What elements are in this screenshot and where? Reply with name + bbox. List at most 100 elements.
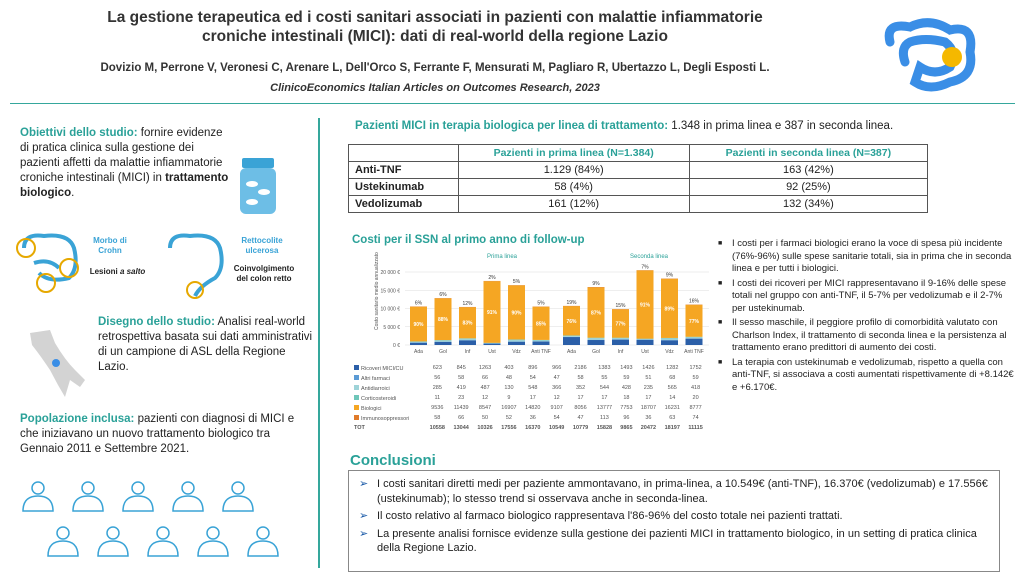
- list-item: I costi dei ricoveri per MICI rappresent…: [718, 278, 1018, 316]
- list-item: La presente analisi fornisce evidenze su…: [359, 527, 991, 556]
- bar-inner-label: 89%: [664, 306, 675, 312]
- x-tick-label: Ada: [414, 349, 423, 355]
- bar-segment: [483, 343, 501, 345]
- bar-segment: [661, 338, 678, 341]
- bar-segment: [483, 281, 501, 343]
- x-tick-label: Ada: [567, 349, 576, 355]
- y-tick-label: 0 €: [393, 343, 400, 349]
- bar-inner-label: 85%: [536, 321, 547, 327]
- bar-segment: [587, 337, 605, 340]
- bar-inner-label: 77%: [689, 319, 700, 325]
- conclusions-title: Conclusioni: [350, 452, 436, 469]
- y-tick-label: 10 000 €: [381, 307, 401, 313]
- bar-segment: [612, 309, 629, 338]
- bar-segment: [410, 341, 427, 343]
- x-tick-label: Ust: [641, 349, 649, 355]
- bar-inner-label: 90%: [413, 322, 424, 328]
- table-row: Corticosteroidi 11 23 12 9 17 12 17 17 18 17 14 20: [352, 393, 707, 403]
- bar-inner-label: 77%: [615, 322, 626, 328]
- bar-segment: [508, 339, 525, 342]
- costs-table: Ricoveri MICI/CU 623 845 1263 403 896 966 2186 1…: [352, 363, 707, 433]
- bar-top-label: 16%: [689, 298, 700, 304]
- bar-top-label: 6%: [415, 300, 423, 306]
- bar-inner-label: 88%: [438, 317, 449, 323]
- bar-segment: [636, 270, 654, 339]
- second-line-label: Seconda linea: [630, 254, 669, 260]
- bar-top-label: 15%: [615, 303, 626, 309]
- table-title: Pazienti MICI in terapia biologica per l…: [355, 120, 894, 132]
- x-tick-label: Inf: [465, 349, 471, 355]
- objective-section: Obiettivi dello studio: fornire evidenze…: [20, 127, 229, 199]
- table-row: Biologici 9536 11439 8547 16907 14820 9107 8056…: [352, 403, 707, 413]
- list-item: Il costo relativo al farmaco biologico r…: [359, 509, 991, 524]
- bar-inner-label: 87%: [591, 311, 602, 317]
- findings-list: I costi per i farmaci biologici erano la…: [718, 238, 1018, 396]
- bar-inner-label: 91%: [487, 310, 498, 316]
- y-axis-label: Costo sanitario medio annualizzato: [374, 252, 380, 330]
- bar-segment: [661, 340, 678, 345]
- poster-title: La gestione terapeutica ed i costi sanit…: [107, 9, 763, 45]
- bar-segment: [459, 307, 476, 339]
- bar-segment: [410, 306, 427, 342]
- crohn-intestine-icon: [16, 233, 79, 293]
- bar-segment: [685, 336, 703, 339]
- bar-segment: [612, 337, 629, 340]
- bar-segment: [508, 341, 525, 345]
- table-row: TOT 10558 13044 10326 17556 16370 10549 10779 15…: [354, 425, 703, 431]
- x-tick-label: Gol: [592, 349, 600, 355]
- bar-inner-label: 76%: [566, 319, 577, 325]
- bar-segment: [685, 304, 703, 337]
- bar-top-label: 5%: [537, 300, 545, 306]
- costs-chart: Prima linea Seconda linea Costo sanitari…: [374, 252, 709, 355]
- x-tick-label: Vdz: [512, 349, 521, 355]
- bar-top-label: 12%: [462, 301, 473, 307]
- header-divider: [10, 103, 1015, 104]
- bar-segment: [434, 340, 452, 342]
- bar-segment: [532, 339, 550, 342]
- x-tick-label: Anti TNF: [531, 349, 551, 355]
- list-item: Il sesso maschile, il peggiore profilo d…: [718, 317, 1018, 355]
- list-item: I costi per i farmaci biologici erano la…: [718, 238, 1018, 276]
- column-divider: [318, 118, 320, 568]
- bar-segment: [410, 342, 427, 345]
- bar-segment: [612, 339, 629, 345]
- bar-segment: [434, 298, 452, 341]
- table-row: Immunosoppressori 58 66 50 52 36 54 47 113 96 36 63…: [352, 413, 707, 423]
- bar-top-label: 7%: [641, 264, 649, 270]
- bar-segment: [636, 339, 654, 345]
- x-tick-label: Ust: [488, 349, 496, 355]
- bar-segment: [532, 341, 550, 345]
- y-tick-label: 15 000 €: [381, 288, 401, 294]
- y-tick-label: 20 000 €: [381, 270, 401, 276]
- col-second-line: Pazienti in seconda linea (N=387): [688, 144, 929, 162]
- first-line-label: Prima linea: [487, 254, 518, 260]
- table-row: Altri farmaci 56 58 66 48 54 47 58 55 59 51 68 59: [352, 373, 707, 383]
- bar-inner-label: 83%: [462, 321, 473, 327]
- list-item: La terapia con ustekinumab e vedolizumab…: [718, 357, 1018, 395]
- list-item: I costi sanitari diretti medi per pazien…: [359, 477, 991, 506]
- bar-segment: [563, 337, 580, 345]
- table-row: Antidiarroici 285 419 487 130 548 366 352 544 428…: [352, 383, 707, 393]
- bar-segment: [508, 285, 525, 340]
- costs-title: Costi per il SSN al primo anno di follow…: [352, 234, 585, 246]
- bar-segment: [532, 306, 550, 340]
- design-section: Disegno dello studio: Analisi real-world…: [98, 316, 313, 373]
- colitis-label: Rettocolite ulcerosa: [241, 236, 283, 255]
- bar-segment: [563, 306, 580, 336]
- table-row: Ricoveri MICI/CU 623 845 1263 403 896 966 2186 1…: [352, 363, 707, 373]
- bar-segment: [685, 338, 703, 345]
- treatment-line-table: Pazienti in prima linea (N=1.384) Pazient…: [348, 144, 929, 213]
- bar-top-label: 5%: [513, 279, 521, 285]
- crohn-label: Morbo di Crohn: [93, 236, 127, 255]
- population-section: Popolazione inclusa: pazienti con diagno…: [20, 413, 295, 455]
- bar-top-label: 9%: [666, 272, 674, 278]
- conclusions-box: I costi sanitari diretti medi per pazien…: [348, 470, 1000, 572]
- table-row: Ustekinumab 58 (4%) 92 (25%): [348, 178, 929, 196]
- patients-icon: [22, 481, 279, 557]
- bar-segment: [459, 338, 476, 341]
- colitis-sub: Coinvolgimento del colon retto: [233, 264, 295, 283]
- x-tick-label: Anti TNF: [684, 349, 704, 355]
- bar-inner-label: 90%: [511, 310, 522, 316]
- bar-segment: [636, 338, 654, 340]
- italy-map-icon: [30, 330, 85, 397]
